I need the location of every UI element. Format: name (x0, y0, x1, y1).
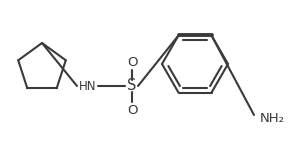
Text: S: S (127, 78, 137, 93)
Text: O: O (127, 103, 137, 117)
Text: HN: HN (79, 80, 97, 93)
Text: O: O (127, 56, 137, 68)
Text: NH₂: NH₂ (260, 112, 285, 124)
